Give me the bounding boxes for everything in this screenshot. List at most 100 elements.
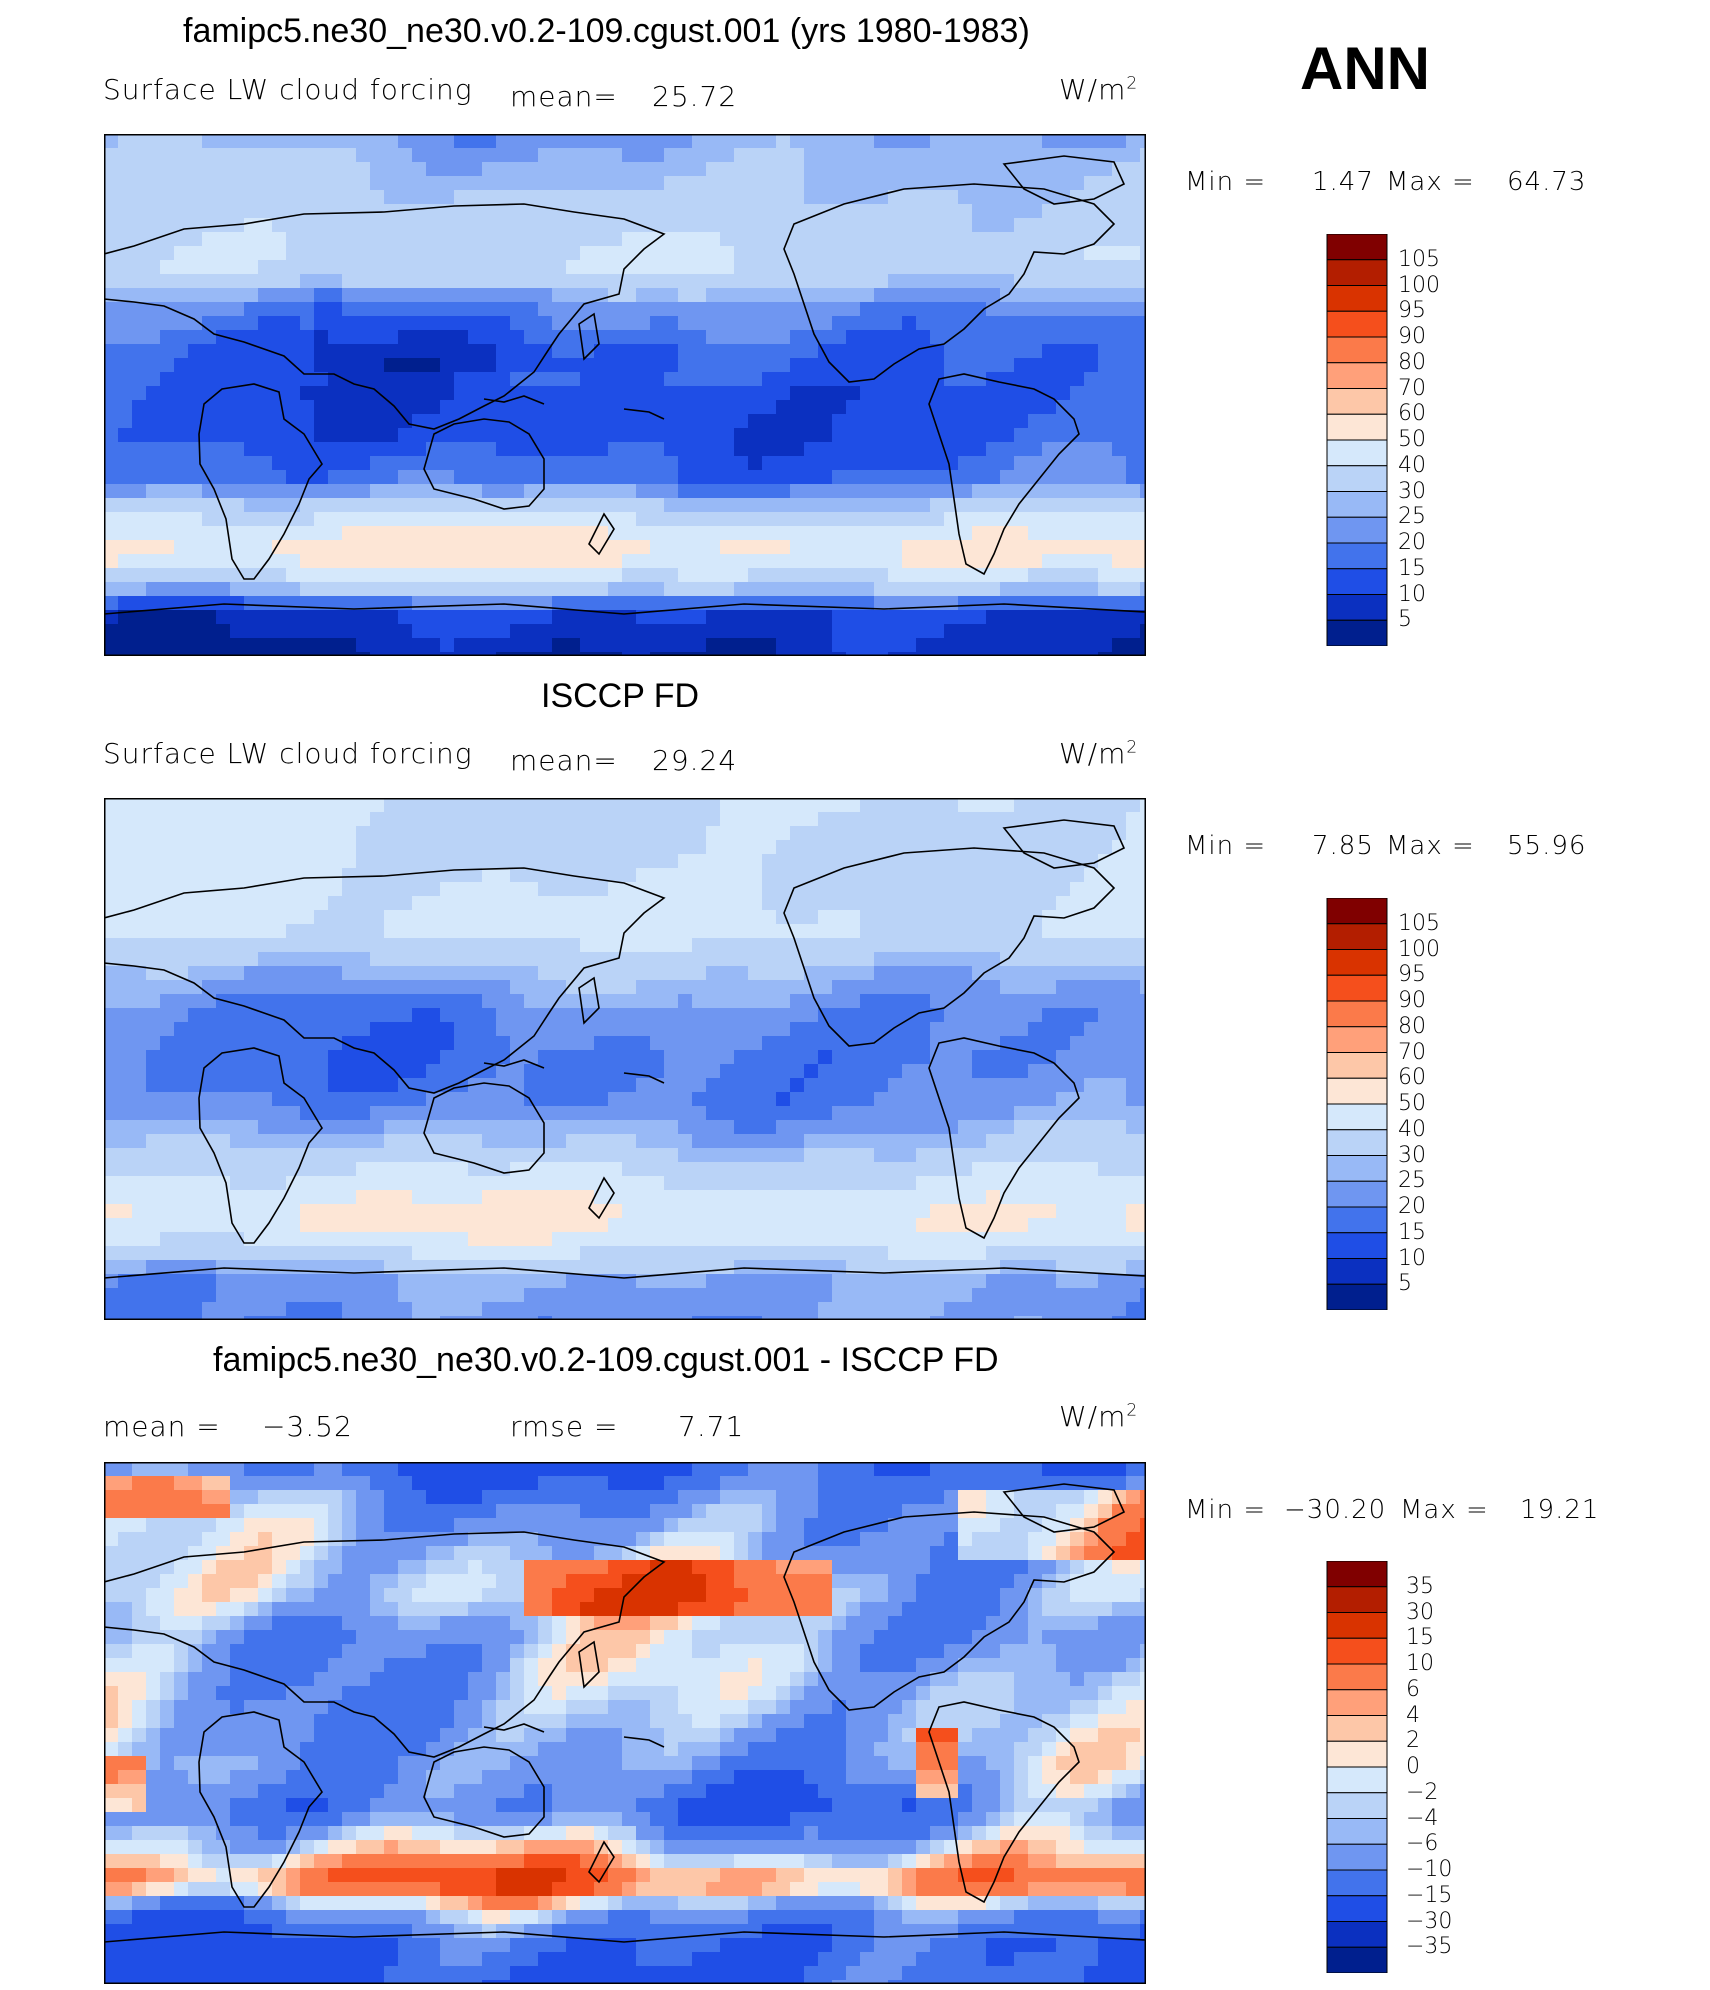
field-cell	[874, 1022, 889, 1037]
field-cell	[552, 868, 567, 883]
field-cell	[930, 826, 945, 841]
field-cell	[678, 924, 693, 939]
field-cell	[230, 1078, 245, 1093]
field-cell	[524, 484, 539, 499]
field-cell	[874, 330, 889, 345]
field-cell	[342, 190, 357, 205]
field-cell	[608, 260, 623, 275]
field-cell	[916, 386, 931, 401]
field-cell	[594, 638, 609, 653]
field-cell	[720, 1106, 735, 1121]
field-cell	[916, 316, 931, 331]
field-cell	[398, 638, 413, 653]
field-cell	[314, 882, 329, 897]
field-cell	[944, 952, 959, 967]
field-cell	[188, 134, 203, 149]
field-cell	[972, 358, 987, 373]
field-cell	[216, 274, 231, 289]
field-cell	[174, 414, 189, 429]
field-cell	[314, 610, 329, 625]
field-cell	[552, 246, 567, 261]
field-cell	[734, 798, 749, 813]
field-cell	[370, 966, 385, 981]
field-cell	[720, 582, 735, 597]
field-cell	[678, 624, 693, 639]
field-cell	[580, 980, 595, 995]
field-cell	[664, 596, 679, 611]
field-cell	[328, 330, 343, 345]
field-cell	[846, 1064, 861, 1079]
field-cell	[678, 910, 693, 925]
field-cell	[496, 1134, 511, 1149]
field-cell	[412, 386, 427, 401]
field-cell	[706, 162, 721, 177]
field-cell	[678, 176, 693, 191]
field-cell	[930, 330, 945, 345]
field-cell	[524, 1148, 539, 1163]
field-cell	[1126, 924, 1141, 939]
field-cell	[412, 540, 427, 555]
field-cell	[1098, 896, 1113, 911]
field-cell	[146, 442, 161, 457]
field-cell	[608, 1120, 623, 1135]
field-cell	[482, 980, 497, 995]
field-cell	[426, 218, 441, 233]
field-cell	[804, 456, 819, 471]
field-cell	[636, 204, 651, 219]
field-cell	[944, 526, 959, 541]
field-cell	[1126, 176, 1141, 191]
field-cell	[300, 190, 315, 205]
field-cell	[944, 260, 959, 275]
field-cell	[622, 938, 637, 953]
field-cell	[762, 1050, 777, 1065]
field-cell	[748, 442, 763, 457]
field-cell	[398, 1106, 413, 1121]
field-cell	[174, 840, 189, 855]
field-cell	[216, 1078, 231, 1093]
field-cell	[440, 190, 455, 205]
field-cell	[1014, 980, 1029, 995]
field-cell	[552, 428, 567, 443]
field-cell	[734, 232, 749, 247]
field-cell	[510, 1092, 525, 1107]
field-cell	[454, 414, 469, 429]
field-cell	[636, 456, 651, 471]
field-cell	[776, 288, 791, 303]
field-cell	[706, 966, 721, 981]
field-cell	[202, 218, 217, 233]
field-cell	[790, 232, 805, 247]
field-cell	[286, 246, 301, 261]
field-cell	[776, 1134, 791, 1149]
field-cell	[230, 134, 245, 149]
colorbar-box	[1326, 619, 1388, 646]
field-cell	[748, 1022, 763, 1037]
field-cell	[412, 624, 427, 639]
field-cell	[426, 1176, 441, 1191]
field-cell	[566, 624, 581, 639]
field-cell	[1056, 162, 1071, 177]
field-cell	[944, 344, 959, 359]
field-cell	[160, 162, 175, 177]
field-cell	[664, 498, 679, 513]
field-cell	[370, 162, 385, 177]
field-cell	[888, 624, 903, 639]
field-cell	[342, 624, 357, 639]
field-cell	[482, 176, 497, 191]
field-cell	[174, 652, 189, 656]
field-cell	[734, 1036, 749, 1051]
field-cell	[734, 260, 749, 275]
field-cell	[188, 246, 203, 261]
field-cell	[1126, 952, 1141, 967]
field-cell	[1084, 868, 1099, 883]
field-cell	[342, 274, 357, 289]
field-cell	[832, 386, 847, 401]
field-cell	[538, 386, 553, 401]
field-cell	[832, 274, 847, 289]
field-cell	[244, 554, 259, 569]
field-cell	[1028, 1078, 1043, 1093]
field-cell	[482, 456, 497, 471]
field-cell	[538, 456, 553, 471]
field-cell	[706, 1092, 721, 1107]
field-cell	[944, 812, 959, 827]
field-cell	[230, 840, 245, 855]
